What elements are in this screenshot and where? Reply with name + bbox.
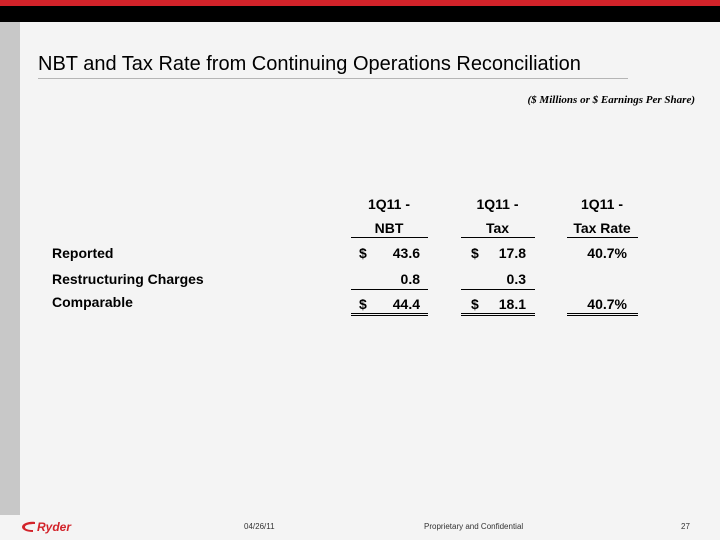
ryder-swoosh-icon [22, 521, 35, 532]
cell-restructuring-nbt: 0.8 [400, 271, 420, 287]
row-label-reported: Reported [52, 245, 114, 261]
col-header-tax-line1: 1Q11 - [476, 196, 519, 212]
col-header-nbt-line2: NBT [374, 220, 404, 236]
col-header-taxrate-rule [567, 237, 638, 238]
col-header-nbt-line1: 1Q11 - [367, 196, 411, 212]
total-double-rule-nbt [351, 313, 428, 316]
header-bar [0, 6, 720, 22]
footer-confidentiality: Proprietary and Confidential [424, 522, 524, 531]
col-header-taxrate-line2: Tax Rate [573, 220, 631, 236]
total-double-rule-tax [461, 313, 535, 316]
row-label-comparable: Comparable [52, 294, 133, 310]
cell-reported-nbt: 43.6 [392, 245, 420, 261]
title-underline [38, 78, 628, 79]
cell-restructuring-tax: 0.3 [506, 271, 526, 287]
col-header-tax-line2: Tax [485, 220, 510, 236]
subtotal-rule-tax [461, 289, 535, 290]
cell-reported-nbt-currency: $ [359, 245, 367, 261]
footer [0, 515, 720, 540]
cell-reported-tax: 17.8 [498, 245, 526, 261]
cell-comparable-tax-currency: $ [471, 296, 479, 312]
cell-comparable-nbt: 44.4 [392, 296, 420, 312]
slide-title: NBT and Tax Rate from Continuing Operati… [38, 53, 581, 75]
left-margin-strip [0, 22, 20, 515]
cell-comparable-taxrate: 40.7% [587, 296, 627, 312]
cell-reported-taxrate: 40.7% [587, 245, 627, 261]
logo-wordmark: Ryder [37, 520, 72, 534]
col-header-nbt-rule [351, 237, 428, 238]
cell-reported-tax-currency: $ [471, 245, 479, 261]
units-note: ($ Millions or $ Earnings Per Share) [527, 94, 695, 106]
subtotal-rule-nbt [351, 289, 428, 290]
col-header-taxrate-line1: 1Q11 - [580, 196, 624, 212]
row-label-restructuring: Restructuring Charges [52, 271, 204, 287]
cell-comparable-nbt-currency: $ [359, 296, 367, 312]
col-header-tax-rule [461, 237, 535, 238]
total-double-rule-taxrate [567, 313, 638, 316]
cell-comparable-tax: 18.1 [498, 296, 526, 312]
footer-date: 04/26/11 [244, 522, 275, 531]
page-number: 27 [681, 522, 690, 531]
ryder-logo: Ryder [20, 519, 71, 535]
header-accent-bar [0, 0, 720, 6]
